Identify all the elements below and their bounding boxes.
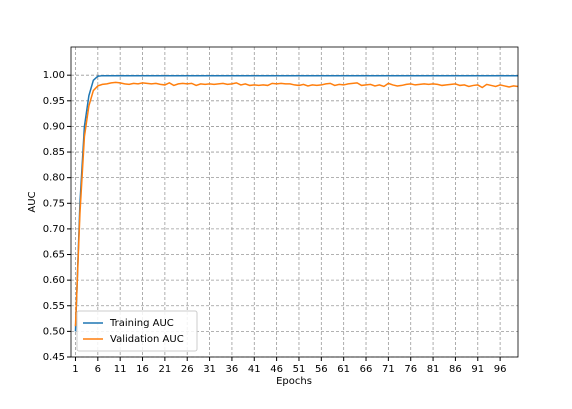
x-tick-label: 26: [181, 364, 194, 375]
x-tick-label: 11: [114, 364, 127, 375]
x-tick-label: 31: [203, 364, 216, 375]
x-tick-label: 16: [136, 364, 149, 375]
x-tick-label: 6: [95, 364, 101, 375]
x-tick-label: 56: [315, 364, 328, 375]
y-tick-label: 0.80: [43, 173, 65, 184]
x-tick-label: 21: [159, 364, 172, 375]
legend-box: [76, 310, 198, 352]
x-tick-label: 36: [226, 364, 239, 375]
legend-label: Training AUC: [109, 318, 174, 329]
x-tick-label: 61: [337, 364, 350, 375]
y-tick-label: 0.90: [43, 121, 65, 132]
plot-frame: [70, 46, 519, 358]
y-tick-label: 0.60: [43, 275, 65, 286]
y-axis-label: AUC: [27, 191, 38, 212]
x-tick-label: 66: [360, 364, 373, 375]
x-tick-label: 51: [293, 364, 306, 375]
y-tick-label: 0.55: [43, 301, 65, 312]
y-tick-label: 0.70: [43, 224, 65, 235]
y-tick-label: 0.65: [43, 250, 65, 261]
x-tick-label: 91: [471, 364, 484, 375]
x-axis-label: Epochs: [276, 376, 312, 387]
series-line: [74, 74, 518, 332]
y-tick-label: 0.45: [43, 352, 65, 363]
x-tick-label: 41: [248, 364, 261, 375]
x-tick-label: 71: [382, 364, 395, 375]
x-tick-label: 96: [494, 364, 507, 375]
x-tick-label: 81: [427, 364, 440, 375]
y-tick-label: 0.50: [43, 326, 65, 337]
legend-label: Validation AUC: [110, 334, 184, 345]
y-tick-label: 0.75: [43, 198, 65, 209]
x-tick-label: 76: [404, 364, 417, 375]
x-tick-label: 86: [449, 364, 462, 375]
x-tick-label: 46: [270, 364, 283, 375]
series-line: [74, 81, 519, 327]
y-tick-label: 0.85: [43, 147, 65, 158]
x-tick-label: 1: [72, 364, 78, 375]
y-tick-label: 0.95: [43, 96, 65, 107]
y-tick-label: 1.00: [43, 70, 65, 81]
